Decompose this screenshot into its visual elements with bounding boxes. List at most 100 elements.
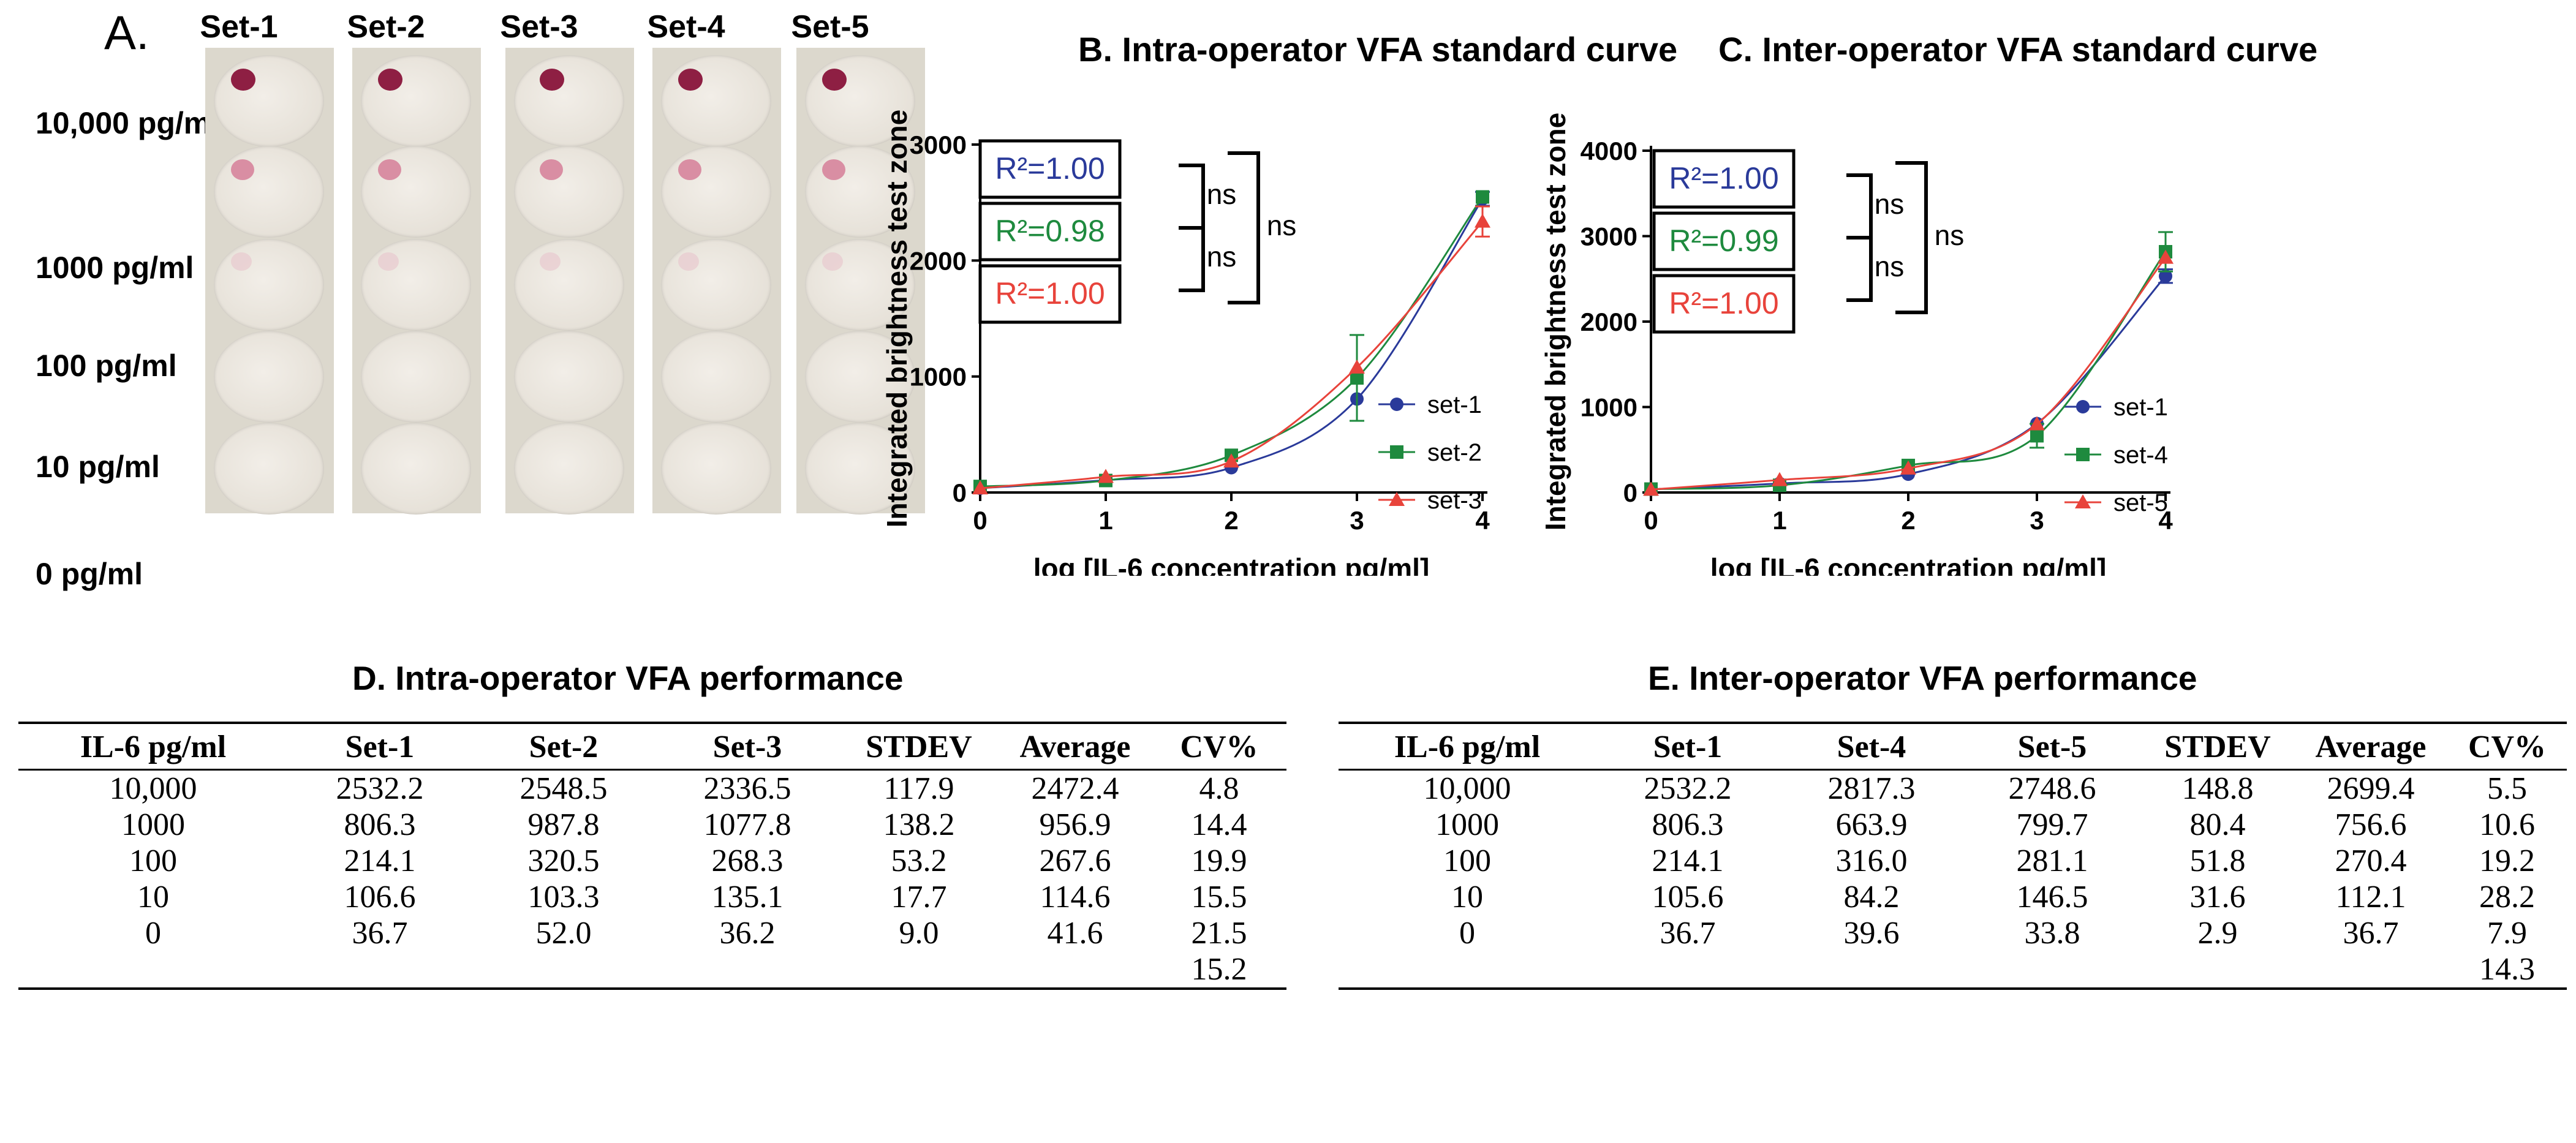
table-cell bbox=[1963, 951, 2141, 989]
y-tick-label: 0 bbox=[953, 478, 967, 507]
data-point-set-3 bbox=[1098, 469, 1114, 483]
y-axis-label: Integrated brightness test zone bbox=[1539, 113, 1571, 530]
y-tick-label: 2000 bbox=[1581, 307, 1637, 336]
data-point-set-5 bbox=[1643, 481, 1659, 496]
ns-bracket bbox=[1179, 164, 1205, 230]
table-cell: 214.1 bbox=[1652, 843, 1724, 878]
table-cell bbox=[18, 951, 288, 989]
signal-spot bbox=[678, 252, 699, 271]
table-cell: 4.8 bbox=[1199, 771, 1239, 806]
table-cell: 100 bbox=[1443, 843, 1491, 878]
table-cell: 1000 bbox=[1435, 807, 1499, 842]
table-cell: 316.0 bbox=[1835, 843, 1908, 878]
test-well bbox=[661, 331, 771, 423]
data-point-set-5 bbox=[1900, 460, 1916, 475]
x-tick-label: 2 bbox=[1224, 506, 1238, 535]
chart-c-inter-operator: 0 1000 2000 3000 4000 0 1 2 3 4 log [IL-6 concentr… bbox=[1539, 113, 2174, 576]
table-row: 1000 806.3 987.8 1077.8 138.2 956.9 14.4 bbox=[18, 807, 1286, 843]
signal-spot bbox=[231, 252, 252, 271]
table-cell: 148.8 bbox=[2181, 771, 2254, 806]
panel-a-letter: A. bbox=[104, 6, 149, 59]
table-row: 0 36.7 52.0 36.2 9.0 41.6 21.5 bbox=[18, 915, 1286, 951]
table-cell: 10.6 bbox=[2479, 807, 2535, 842]
x-tick-label: 1 bbox=[1098, 506, 1112, 535]
table-cell: 21.5 bbox=[1191, 916, 1247, 951]
table-row: 0 36.7 39.6 33.8 2.9 36.7 7.9 bbox=[1339, 915, 2567, 951]
table-row: 1000 806.3 663.9 799.7 80.4 756.6 10.6 bbox=[1339, 807, 2567, 843]
test-well bbox=[805, 331, 915, 423]
table-cell: 28.2 bbox=[2479, 880, 2535, 915]
column-header: Set-5 bbox=[2017, 730, 2087, 764]
x-tick-label: 4 bbox=[1475, 506, 1490, 535]
legend-label: set-5 bbox=[2113, 489, 2168, 516]
concentration-label: 100 pg/ml bbox=[36, 349, 177, 383]
table-cell: 146.5 bbox=[2016, 880, 2088, 915]
test-well bbox=[214, 146, 324, 238]
table-e-title: E. Inter-operator VFA performance bbox=[1648, 659, 2197, 697]
table-cell bbox=[1596, 951, 1780, 989]
column-header: Set-2 bbox=[529, 730, 599, 764]
table-cell: 2336.5 bbox=[703, 771, 791, 806]
table-cell: 2472.4 bbox=[1031, 771, 1119, 806]
test-well bbox=[361, 239, 471, 331]
test-well bbox=[805, 239, 915, 331]
ns-bracket bbox=[1179, 226, 1205, 292]
y-axis-label: Integrated brightness test zone bbox=[882, 110, 913, 527]
legend-marker bbox=[1390, 398, 1403, 411]
column-header: Average bbox=[2315, 730, 2427, 764]
table-cell: 10 bbox=[1451, 880, 1483, 915]
y-tick-label: 2000 bbox=[910, 246, 967, 275]
series-line-set-3 bbox=[980, 221, 1484, 489]
chart-b-intra-operator: 0 1000 2000 3000 0 1 2 3 4 log [IL-6 concentratio… bbox=[882, 110, 1490, 576]
r2-box bbox=[1652, 149, 1796, 209]
concentration-label: 10,000 pg/ml bbox=[36, 106, 220, 140]
legend-marker bbox=[1390, 445, 1403, 459]
table-cell: 1077.8 bbox=[703, 807, 791, 842]
table-cell: 214.1 bbox=[344, 843, 416, 878]
table-cell: 2699.4 bbox=[2327, 771, 2415, 806]
set-header: Set-4 bbox=[647, 9, 725, 45]
table-cell: 31.6 bbox=[2189, 880, 2246, 915]
table-cell bbox=[1780, 951, 1963, 989]
data-point-set-5 bbox=[2158, 249, 2174, 264]
signal-spot bbox=[378, 159, 401, 180]
table-cell: 36.7 bbox=[1660, 916, 1716, 951]
table-e-inter-operator: IL-6 pg/ml Set-1 Set-4 Set-5 STDEV Average CV%… bbox=[1339, 722, 2567, 990]
table-cell: 138.2 bbox=[883, 807, 955, 842]
table-row: 15.2 bbox=[18, 951, 1286, 989]
signal-spot bbox=[231, 69, 255, 91]
column-header: IL-6 pg/ml bbox=[80, 730, 227, 764]
table-cell: 19.2 bbox=[2479, 843, 2535, 878]
data-point-set-3 bbox=[1475, 213, 1490, 228]
concentration-label: 0 pg/ml bbox=[36, 557, 143, 591]
table-cell: 117.9 bbox=[883, 771, 954, 806]
ns-label: ns bbox=[1935, 219, 1965, 251]
table-cell: 17.7 bbox=[891, 880, 947, 915]
table-row: 10,000 2532.2 2817.3 2748.6 148.8 2699.4 5.5 bbox=[1339, 770, 2567, 807]
table-row: 10 106.6 103.3 135.1 17.7 114.6 15.5 bbox=[18, 879, 1286, 915]
table-cell: 36.2 bbox=[719, 916, 776, 951]
table-cell: 2548.5 bbox=[519, 771, 608, 806]
table-cell: 41.6 bbox=[1047, 916, 1103, 951]
table-cell: 799.7 bbox=[2016, 807, 2088, 842]
signal-spot bbox=[822, 159, 845, 180]
table-cell: 2817.3 bbox=[1827, 771, 1916, 806]
test-well bbox=[214, 331, 324, 423]
r2-label: R²=1.00 bbox=[1669, 161, 1778, 195]
legend-marker bbox=[2075, 494, 2091, 508]
set-header: Set-1 bbox=[200, 9, 278, 45]
r2-label: R²=1.00 bbox=[1669, 286, 1778, 320]
vfa-strip bbox=[505, 48, 634, 515]
signal-spot bbox=[678, 69, 703, 91]
ns-bracket bbox=[1895, 161, 1928, 314]
ns-label: ns bbox=[1207, 241, 1237, 273]
signal-spot bbox=[540, 159, 563, 180]
table-cell: 135.1 bbox=[711, 880, 784, 915]
x-tick-label: 0 bbox=[973, 506, 987, 535]
table-cell: 2748.6 bbox=[2008, 771, 2096, 806]
table-cell: 10 bbox=[137, 880, 169, 915]
legend-label: set-2 bbox=[1427, 439, 1482, 466]
signal-spot bbox=[540, 69, 564, 91]
set-header: Set-5 bbox=[791, 9, 869, 45]
table-cell: 956.9 bbox=[1039, 807, 1111, 842]
